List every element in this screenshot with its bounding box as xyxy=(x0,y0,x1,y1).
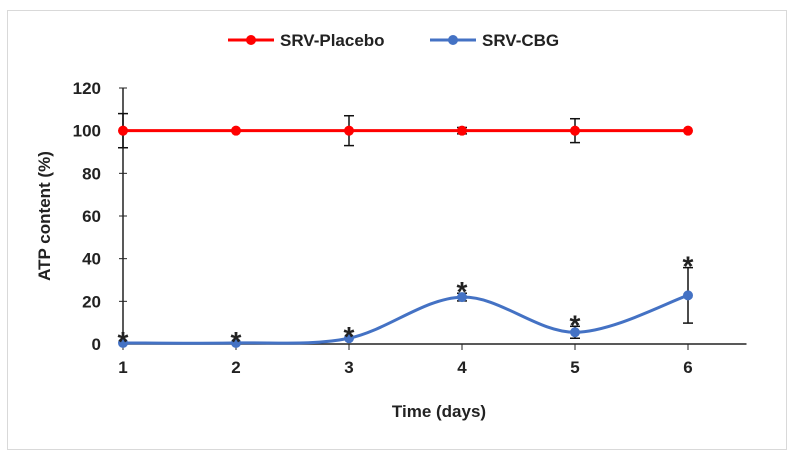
significance-asterisk: * xyxy=(231,326,242,357)
x-tick-label: 3 xyxy=(344,358,353,377)
x-tick-label: 2 xyxy=(231,358,240,377)
data-point xyxy=(570,125,580,136)
x-tick-label: 1 xyxy=(118,358,127,377)
legend-label: SRV-CBG xyxy=(482,31,559,50)
y-tick-label: 60 xyxy=(82,207,101,226)
y-tick-label: 100 xyxy=(73,122,101,141)
y-tick-label: 40 xyxy=(82,250,101,269)
data-point xyxy=(231,125,241,136)
data-point xyxy=(570,327,580,338)
data-point xyxy=(344,125,354,136)
data-point xyxy=(118,337,128,348)
significance-asterisk: * xyxy=(344,321,355,352)
legend-marker xyxy=(448,35,458,45)
x-tick-label: 4 xyxy=(457,358,467,377)
legend-label: SRV-Placebo xyxy=(280,31,385,50)
significance-asterisk: * xyxy=(457,276,468,307)
legend-marker xyxy=(246,35,256,45)
chart-frame xyxy=(7,10,787,450)
x-tick-label: 5 xyxy=(570,358,579,377)
data-point xyxy=(231,337,241,348)
data-point xyxy=(457,292,467,303)
data-point xyxy=(118,125,128,136)
x-tick-label: 6 xyxy=(683,358,692,377)
data-point xyxy=(344,333,354,344)
series-line-SRV-CBG xyxy=(122,293,689,345)
y-tick-label: 0 xyxy=(92,335,101,354)
y-axis-label: ATP content (%) xyxy=(35,151,54,281)
x-axis-label: Time (days) xyxy=(392,402,486,421)
y-tick-label: 80 xyxy=(82,164,101,183)
significance-asterisk: * xyxy=(118,326,129,357)
data-point xyxy=(457,125,467,136)
y-tick-label: 20 xyxy=(82,292,101,311)
y-tick-label: 120 xyxy=(73,79,101,98)
data-point xyxy=(683,125,693,136)
data-point xyxy=(683,290,693,301)
significance-asterisk: * xyxy=(683,251,694,282)
significance-asterisk: * xyxy=(570,309,581,340)
